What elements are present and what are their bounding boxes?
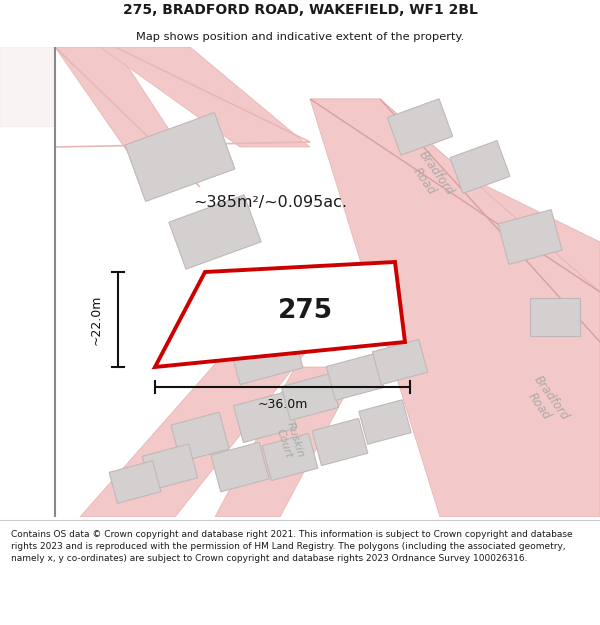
Text: Bradford
Road: Bradford Road <box>519 373 571 431</box>
Polygon shape <box>142 444 198 490</box>
Text: ~36.0m: ~36.0m <box>257 399 308 411</box>
Text: 275: 275 <box>277 298 332 324</box>
Polygon shape <box>359 400 411 444</box>
Polygon shape <box>310 99 600 517</box>
Polygon shape <box>530 298 580 336</box>
Polygon shape <box>125 112 235 201</box>
Polygon shape <box>498 209 562 264</box>
Polygon shape <box>155 262 405 367</box>
Polygon shape <box>109 461 161 503</box>
Text: 275, BRADFORD ROAD, WAKEFIELD, WF1 2BL: 275, BRADFORD ROAD, WAKEFIELD, WF1 2BL <box>122 3 478 18</box>
Polygon shape <box>211 442 269 492</box>
Text: ~22.0m: ~22.0m <box>89 294 103 344</box>
Polygon shape <box>373 339 428 384</box>
Polygon shape <box>215 367 360 517</box>
Polygon shape <box>262 433 318 481</box>
Polygon shape <box>0 47 55 127</box>
Polygon shape <box>80 347 310 517</box>
Text: Ruskin
Court: Ruskin Court <box>274 421 306 463</box>
Polygon shape <box>169 195 261 269</box>
Text: Bradford
Road: Bradford Road <box>404 148 456 206</box>
Polygon shape <box>227 319 303 384</box>
Text: Contains OS data © Crown copyright and database right 2021. This information is : Contains OS data © Crown copyright and d… <box>11 530 572 562</box>
Polygon shape <box>312 418 368 466</box>
Polygon shape <box>55 47 200 177</box>
Polygon shape <box>233 391 296 442</box>
Polygon shape <box>171 412 229 462</box>
Polygon shape <box>100 47 310 147</box>
Polygon shape <box>326 354 383 401</box>
Text: ~385m²/~0.095ac.: ~385m²/~0.095ac. <box>193 194 347 209</box>
Polygon shape <box>388 99 452 155</box>
Polygon shape <box>450 141 510 193</box>
Text: Map shows position and indicative extent of the property.: Map shows position and indicative extent… <box>136 32 464 42</box>
Polygon shape <box>310 99 600 292</box>
Polygon shape <box>281 374 338 421</box>
